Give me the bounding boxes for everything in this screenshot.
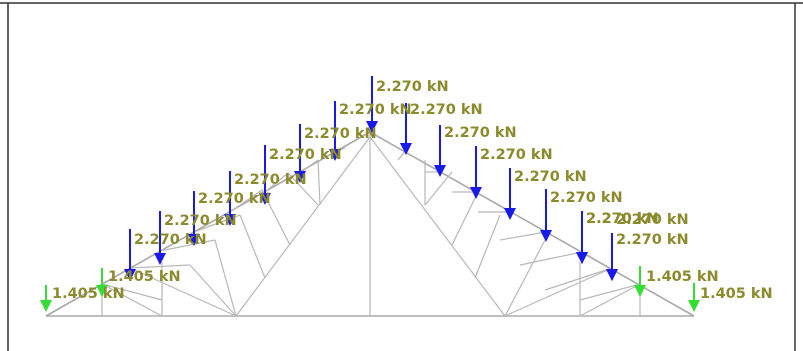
arrow-head [294, 171, 306, 183]
load-down-arrow-icon [224, 171, 236, 226]
support-reaction-arrow-icon [634, 266, 646, 297]
arrow-head [329, 149, 341, 161]
load-down-arrow-icon [294, 124, 306, 183]
load-down-arrow-icon [606, 233, 618, 281]
arrow-head [504, 208, 516, 220]
load-label: 2.270 kN [164, 213, 237, 229]
support-reaction-arrow-icon [688, 283, 700, 312]
web-member [129, 264, 191, 269]
load-label: 2.270 kN [269, 147, 342, 163]
truss-members [45, 131, 695, 317]
load-label: 2.270 kN [376, 79, 449, 95]
load-label: 1.405 kN [700, 286, 773, 302]
load-label: 2.270 kN [339, 102, 412, 118]
load-label: 2.270 kN [198, 191, 271, 207]
web-member [101, 283, 163, 301]
web-member [159, 239, 216, 252]
web-member [129, 267, 237, 317]
arrow-head [470, 187, 482, 199]
load-label: 2.270 kN [304, 126, 377, 142]
load-label: 2.270 kN [616, 212, 689, 228]
load-arrows [40, 76, 700, 312]
support-reaction-arrow-icon [96, 268, 108, 297]
web-member [101, 283, 163, 317]
arrow-head [540, 230, 552, 242]
load-down-arrow-icon [329, 101, 341, 161]
arrow-head [259, 193, 271, 205]
web-member [317, 159, 321, 206]
load-label: 2.270 kN [234, 172, 307, 188]
web-member [579, 283, 641, 317]
load-label: 2.270 kN [550, 190, 623, 206]
load-label: 2.270 kN [134, 232, 207, 248]
load-down-arrow-icon [504, 168, 516, 220]
load-down-arrow-icon [259, 145, 271, 205]
load-label: 2.270 kN [586, 211, 659, 227]
web-member [264, 172, 289, 193]
load-down-arrow-icon [434, 125, 446, 177]
arrow-head [400, 143, 412, 155]
arrow-head [434, 165, 446, 177]
web-member [214, 239, 237, 317]
web-member [287, 172, 319, 206]
arrow-head [366, 121, 378, 133]
web-member [239, 214, 266, 279]
arrow-head [124, 269, 136, 281]
load-down-arrow-icon [400, 103, 412, 155]
arrow-head [154, 253, 166, 265]
load-down-arrow-icon [576, 211, 588, 264]
load-label: 1.405 kN [646, 269, 719, 285]
web-member [229, 189, 263, 213]
web-member [369, 136, 506, 317]
web-member [189, 264, 237, 317]
web-member [499, 231, 547, 241]
load-label: 2.270 kN [444, 125, 517, 141]
arrow-head [576, 252, 588, 264]
arrow-head [634, 285, 646, 297]
web-member [474, 214, 501, 279]
load-down-arrow-icon [366, 76, 378, 133]
arrow-head [96, 285, 108, 297]
arrow-head [688, 300, 700, 312]
arrow-head [40, 300, 52, 312]
web-member [504, 267, 613, 317]
load-label: 1.405 kN [108, 269, 181, 285]
web-member [504, 239, 546, 317]
load-label: 2.270 kN [410, 102, 483, 118]
arrow-head [188, 234, 200, 246]
arrow-head [224, 214, 236, 226]
web-member [519, 251, 583, 266]
support-reaction-arrow-icon [40, 285, 52, 312]
load-labels: 1.405 kN1.405 kN2.270 kN2.270 kN2.270 kN… [52, 79, 773, 302]
load-label: 2.270 kN [514, 169, 587, 185]
web-member [235, 136, 371, 317]
load-label: 2.270 kN [616, 232, 689, 248]
load-down-arrow-icon [188, 191, 200, 246]
load-down-arrow-icon [540, 189, 552, 242]
web-member [424, 171, 453, 206]
load-down-arrow-icon [154, 211, 166, 265]
arrow-head [606, 269, 618, 281]
load-down-arrow-icon [124, 229, 136, 281]
load-down-arrow-icon [470, 146, 482, 199]
web-member [451, 191, 479, 246]
web-member [544, 267, 613, 291]
load-label: 2.270 kN [586, 211, 659, 227]
web-member [579, 283, 641, 301]
load-label: 1.405 kN [52, 286, 125, 302]
load-label: 2.270 kN [480, 147, 553, 163]
web-member [299, 159, 319, 174]
